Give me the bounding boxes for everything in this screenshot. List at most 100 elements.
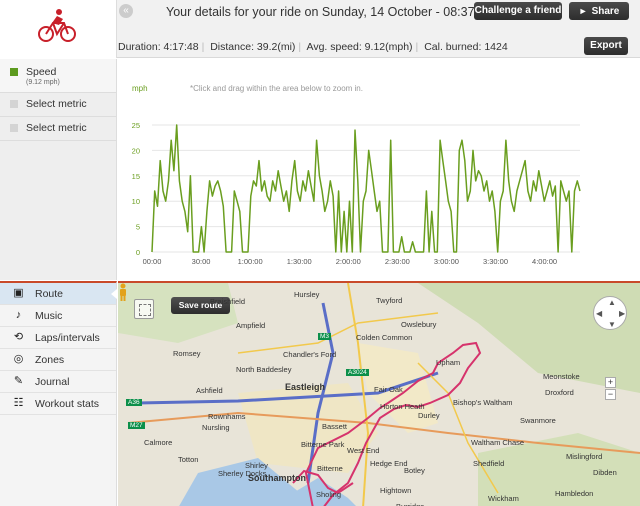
map-place-label: Hightown — [380, 486, 412, 495]
map-place-label: Bishop's Waltham — [453, 398, 513, 407]
metric-select-label: Select metric — [26, 98, 87, 110]
avg-speed-stat: Avg. speed: 9.12(mph) — [306, 41, 413, 53]
nav-item-laps-intervals[interactable]: ⟲ Laps/intervals — [0, 327, 116, 349]
y-tick-label: 5 — [136, 223, 140, 232]
fullscreen-button[interactable] — [134, 299, 154, 319]
nav-item-music[interactable]: ♪ Music — [0, 305, 116, 327]
y-axis-label: mph — [132, 84, 148, 93]
zoom-out-button[interactable]: − — [605, 389, 616, 400]
top-bar: « Your details for your ride on Sunday, … — [0, 0, 640, 58]
map-place-label: Bassett — [322, 422, 348, 431]
speed-chart[interactable]: mph 0 5 10 15 20 25 00:00 30:00 1:00:00 1:30:00 2:0… — [118, 59, 640, 280]
map-road-shield: A36 — [126, 399, 142, 406]
map-place-label: Hedge End — [370, 459, 408, 468]
x-tick-label: 1:00:00 — [238, 257, 263, 266]
share-button[interactable]: ► Share — [569, 2, 629, 20]
map-place-label: Twyford — [376, 296, 403, 305]
map-place-label: Sholing — [316, 490, 342, 499]
map-place-label: Sherley Docks — [218, 469, 267, 478]
map-place-label: Bitterne — [317, 464, 343, 473]
nav-item-workout-stats[interactable]: ☷ Workout stats — [0, 393, 116, 415]
music-icon: ♪ — [15, 309, 22, 321]
share-label: Share — [591, 6, 620, 17]
y-tick-label: 15 — [132, 172, 140, 181]
distance-stat: Distance: 39.2(mi) — [210, 41, 296, 53]
map-place-label: Shedfield — [473, 459, 505, 468]
map-place-label: Owslebury — [401, 320, 437, 329]
map-place-label: Braishfield — [210, 297, 246, 306]
speed-color-swatch — [10, 68, 18, 76]
pan-down-icon[interactable]: ▼ — [608, 320, 616, 329]
map-place-label: Swanmore — [520, 416, 556, 425]
journal-icon: ✎ — [13, 375, 24, 387]
nav-item-label: Journal — [35, 376, 70, 388]
x-tick-label: 2:00:00 — [336, 257, 361, 266]
nav-item-label: Route — [35, 288, 64, 300]
zoom-in-button[interactable]: + — [605, 377, 616, 388]
map-place-label: Totton — [178, 455, 199, 464]
megaphone-icon: ► — [578, 6, 588, 16]
zones-icon: ◎ — [13, 353, 24, 365]
y-tick-label: 25 — [132, 121, 140, 130]
y-tick-label: 20 — [132, 146, 140, 155]
pan-left-icon[interactable]: ◀ — [596, 309, 603, 318]
chart-zoom-hint: *Click and drag within the area below to… — [190, 84, 363, 93]
nav-item-label: Music — [35, 310, 63, 322]
x-tick-label: 2:30:00 — [385, 257, 410, 266]
save-route-button[interactable]: Save route — [171, 297, 230, 314]
metric-speed[interactable]: Speed (9.12 mph) — [0, 59, 116, 93]
pan-up-icon[interactable]: ▲ — [608, 298, 616, 307]
street-view-pegman-icon[interactable] — [118, 283, 128, 301]
map-place-label: Horton Heath — [380, 402, 425, 411]
map-pan-control[interactable]: ▲ ▼ ◀ ▶ — [593, 296, 627, 330]
y-tick-label: 0 — [136, 248, 140, 257]
metric-select-2[interactable]: Select metric — [0, 117, 116, 141]
challenge-friend-button[interactable]: Challenge a friend — [474, 2, 562, 20]
map-place-label: Meonstoke — [543, 372, 580, 381]
x-tick-label: 1:30:00 — [287, 257, 312, 266]
map-road-shield: M3 — [318, 333, 332, 340]
map-place-label: Ampfield — [236, 321, 266, 330]
x-tick-label: 3:30:00 — [483, 257, 508, 266]
metric-swatch — [10, 124, 18, 132]
nav-item-label: Zones — [35, 354, 65, 366]
map-place-label: Wickham — [488, 494, 519, 503]
map-place-label: Mislingford — [566, 452, 603, 461]
app-logo[interactable] — [0, 0, 117, 58]
pan-right-icon[interactable]: ▶ — [619, 309, 626, 318]
map-place-label: Droxford — [545, 388, 574, 397]
map-road-shield: M27 — [128, 422, 145, 429]
duration-stat: Duration: 4:17:48 — [118, 41, 199, 53]
metric-selector: Speed (9.12 mph) Select metric Select me… — [0, 59, 117, 280]
map-place-label: Burridge — [396, 502, 424, 506]
x-tick-label: 4:00:00 — [532, 257, 557, 266]
back-button[interactable]: « — [119, 4, 133, 18]
map-road-shield: A3024 — [346, 369, 369, 376]
x-tick-label: 00:00 — [143, 257, 162, 266]
map-place-label: Calmore — [144, 438, 173, 447]
route-map[interactable]: Save route ▲ ▼ ◀ ▶ + − Hursley Braishfiel… — [118, 281, 640, 506]
nav-item-route[interactable]: ▣ Route — [0, 283, 117, 305]
map-place-label: Southampton — [248, 473, 306, 483]
map-place-label: Chandler's Ford — [283, 350, 337, 359]
y-tick-label: 10 — [132, 197, 140, 206]
map-canvas[interactable] — [118, 283, 640, 506]
nav-item-zones[interactable]: ◎ Zones — [0, 349, 116, 371]
map-place-label: Botley — [404, 466, 425, 475]
speed-series-line — [151, 124, 581, 253]
export-button[interactable]: Export — [584, 37, 628, 55]
map-place-label: Durley — [418, 411, 440, 420]
speed-chart-svg[interactable]: mph 0 5 10 15 20 25 00:00 30:00 1:00:00 1:30:00 2:0… — [118, 59, 640, 280]
map-place-label: Waltham Chase — [471, 438, 525, 447]
laps-icon: ⟲ — [13, 331, 24, 343]
x-tick-label: 30:00 — [192, 257, 211, 266]
map-place-label: Hursley — [294, 290, 320, 299]
nav-item-journal[interactable]: ✎ Journal — [0, 371, 116, 393]
map-place-label: Shirley — [245, 461, 268, 470]
map-place-label: Bitterne Park — [301, 440, 345, 449]
detail-nav: ▣ Route ♪ Music ⟲ Laps/intervals ◎ Zones ✎ Journa… — [0, 281, 117, 506]
map-place-label: Rownhams — [208, 412, 246, 421]
metric-select-1[interactable]: Select metric — [0, 93, 116, 117]
metric-speed-value: (9.12 mph) — [26, 79, 60, 86]
nav-item-label: Laps/intervals — [35, 332, 100, 344]
